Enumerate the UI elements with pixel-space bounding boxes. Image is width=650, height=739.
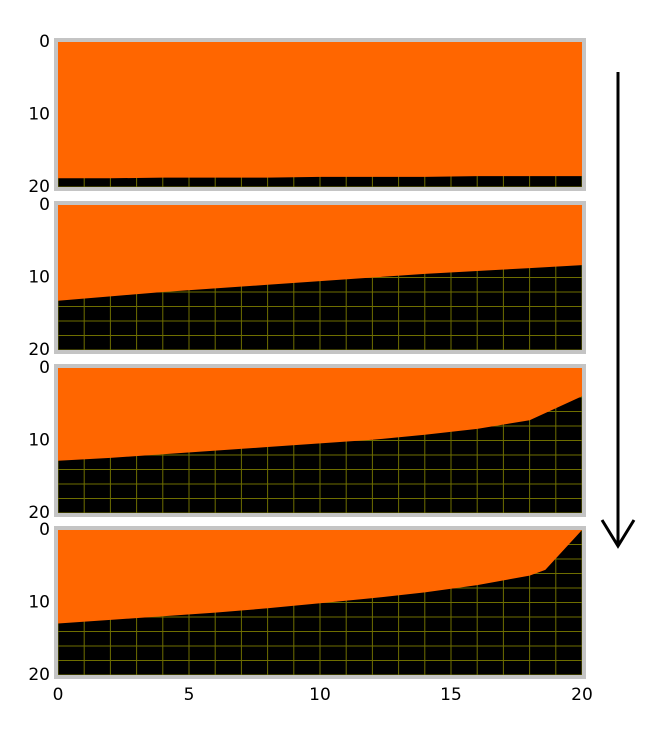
y-tick-label: 20 bbox=[28, 340, 50, 360]
arrow bbox=[600, 72, 636, 549]
panel: 0 10 20 bbox=[28, 358, 586, 523]
area bbox=[58, 530, 582, 624]
plot-border bbox=[54, 201, 586, 354]
x-tick-label: 15 bbox=[440, 685, 462, 705]
y-tick-label: 10 bbox=[28, 593, 50, 613]
area bbox=[58, 42, 582, 179]
y-tick-label: 0 bbox=[39, 358, 50, 378]
panel: 0 10 20 bbox=[28, 32, 586, 197]
y-tick-label: 10 bbox=[28, 431, 50, 451]
y-tick-label: 20 bbox=[28, 177, 50, 197]
y-tick-label: 0 bbox=[39, 520, 50, 540]
plot-border bbox=[54, 38, 586, 191]
y-tick-label: 10 bbox=[28, 268, 50, 288]
panel: 0 10 20 bbox=[28, 195, 586, 360]
x-tick-label: 5 bbox=[184, 685, 195, 705]
plot-border bbox=[54, 364, 586, 517]
x-tick-label: 20 bbox=[571, 685, 593, 705]
y-tick-label: 0 bbox=[39, 195, 50, 215]
y-tick-label: 20 bbox=[28, 665, 50, 685]
plot-border bbox=[54, 526, 586, 679]
y-tick-label: 20 bbox=[28, 503, 50, 523]
y-tick-label: 10 bbox=[28, 105, 50, 125]
x-tick-label: 10 bbox=[309, 685, 331, 705]
area bbox=[58, 205, 582, 301]
x-tick-label: 0 bbox=[53, 685, 64, 705]
area bbox=[58, 368, 582, 461]
arrow-head bbox=[600, 519, 636, 549]
y-tick-label: 0 bbox=[39, 32, 50, 52]
